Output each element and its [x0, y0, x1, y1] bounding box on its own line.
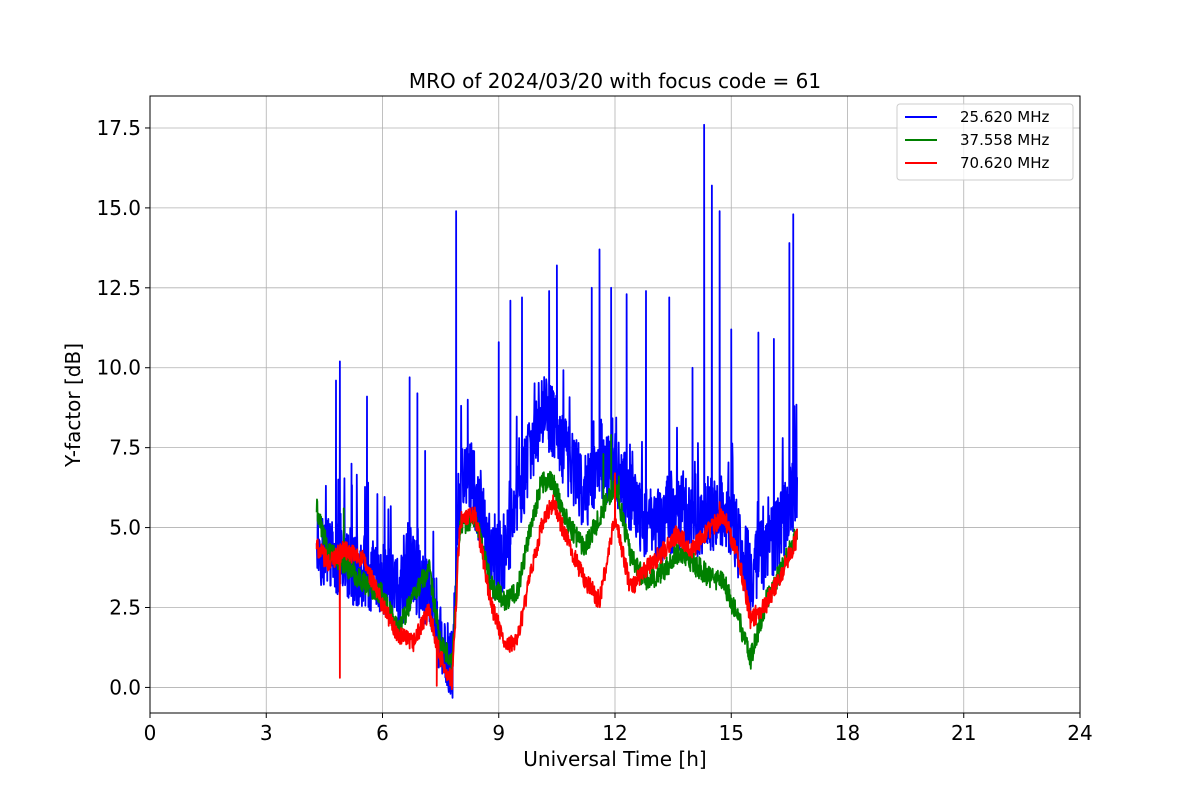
x-tick-label: 0 — [144, 721, 157, 745]
x-tick-label: 15 — [719, 721, 744, 745]
legend: 25.620 MHz 37.558 MHz 70.620 MHz — [896, 103, 1074, 181]
axis-ticks: 0 3 6 9 12 15 18 21 24 0.0 2.5 5.0 7.5 10.0 12.5 15.0 17… — [96, 116, 1092, 745]
x-tick-label: 9 — [492, 721, 505, 745]
x-tick-label: 12 — [602, 721, 627, 745]
y-axis-label: Y-factor [dB] — [61, 343, 85, 468]
legend-label-37558: 37.558 MHz — [960, 131, 1049, 149]
y-tick-label: 2.5 — [109, 596, 141, 620]
x-tick-label: 6 — [376, 721, 389, 745]
y-tick-label: 5.0 — [109, 516, 141, 540]
legend-label-25620: 25.620 MHz — [960, 108, 1049, 126]
series-line-37558 — [315, 433, 799, 670]
x-tick-label: 18 — [835, 721, 860, 745]
y-tick-label: 0.0 — [109, 675, 141, 699]
y-tick-label: 12.5 — [96, 276, 141, 300]
legend-box — [896, 103, 1074, 181]
x-tick-label: 24 — [1067, 721, 1092, 745]
chart-title: MRO of 2024/03/20 with focus code = 61 — [409, 69, 821, 93]
series-group — [315, 123, 799, 699]
x-tick-label: 3 — [260, 721, 273, 745]
y-tick-label: 17.5 — [96, 116, 141, 140]
x-tick-label: 21 — [951, 721, 976, 745]
x-axis-label: Universal Time [h] — [523, 747, 706, 771]
series-line-25620 — [315, 123, 799, 699]
series-line-70620 — [315, 472, 799, 691]
grid — [149, 96, 1081, 713]
legend-label-70620: 70.620 MHz — [960, 154, 1049, 172]
y-tick-label: 10.0 — [96, 356, 141, 380]
y-tick-label: 7.5 — [109, 436, 141, 460]
y-tick-label: 15.0 — [96, 196, 141, 220]
